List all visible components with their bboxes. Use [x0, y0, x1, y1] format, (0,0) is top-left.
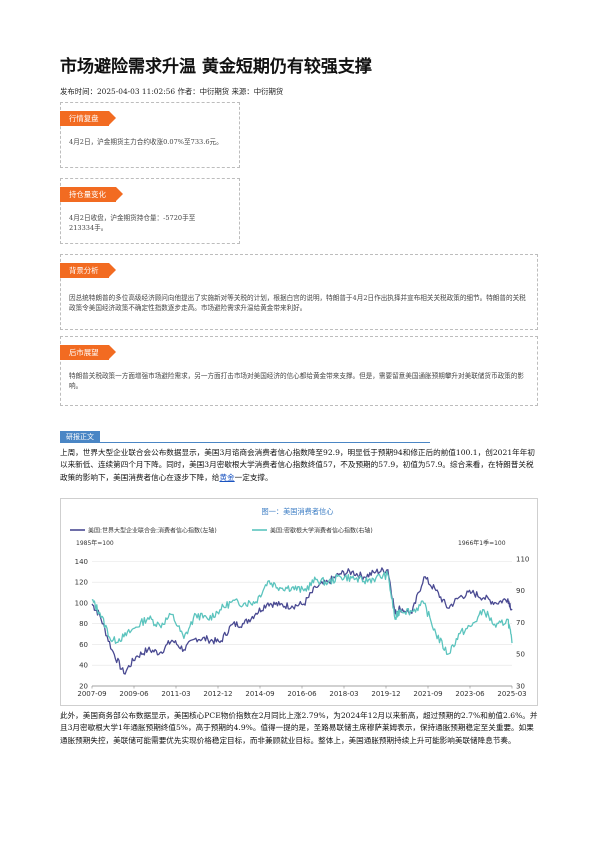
section-background-tag: 背景分析 — [60, 263, 116, 278]
research-paragraph-1: 上周，世界大型企业联合会公布数据显示，美国3月谘商会消费者信心指数降至92.9，… — [60, 447, 540, 484]
section-position-tag: 持仓量变化 — [60, 187, 123, 202]
article-meta: 发布时间：2025-04-03 11:02:56 作者：中衍期货 来源：中衍期货 — [60, 87, 284, 96]
section-position-box: 持仓量变化 4月2日收盘，沪金期货持仓量：-5720手至213334手。 — [60, 178, 240, 244]
research-tag: 研报正文 — [60, 431, 100, 443]
research-paragraph-2: 此外，美国商务部公布数据显示，美国核心PCE物价指数在2月同比上涨2.79%，为… — [60, 711, 538, 745]
paragraph-1-text: 上周，世界大型企业联合会公布数据显示，美国3月谘商会消费者信心指数降至92.9，… — [60, 448, 535, 482]
chart-frame — [60, 498, 538, 706]
section-outlook-box: 后市展望 特朗普关税政策一方面增强市场避险需求，另一方面打击市场对美国经济的信心… — [60, 336, 538, 406]
section-review-box: 行情复盘 4月2日，沪金期货主力合约收涨0.07%至733.6元。 — [60, 102, 240, 168]
section-outlook-text: 特朗普关税政策一方面增强市场避险需求，另一方面打击市场对美国经济的信心都给黄金带… — [69, 372, 524, 390]
chart-title: 图一：美国消费者信心 — [261, 507, 334, 516]
section-background-box: 背景分析 因总统特朗普的多位高级经济顾问向他提出了实施新对等关税的计划，根据白宫… — [60, 254, 538, 330]
article-title: 市场避险需求升温 黄金短期仍有较强支撑 — [60, 57, 372, 77]
section-review-tag: 行情复盘 — [60, 111, 116, 126]
section-background-text: 因总统特朗普的多位高级经济顾问向他提出了实施新对等关税的计划，根据白宫的说明，特… — [69, 294, 526, 312]
paragraph-1-tail: 一定支撑。 — [234, 472, 273, 482]
section-position-text: 4月2日收盘，沪金期货持仓量：-5720手至213334手。 — [69, 214, 196, 232]
gold-link[interactable]: 黄金 — [219, 472, 235, 482]
section-outlook-tag: 后市展望 — [60, 345, 116, 360]
section-review-text: 4月2日，沪金期货主力合约收涨0.07%至733.6元。 — [69, 138, 223, 146]
research-divider — [60, 442, 430, 443]
